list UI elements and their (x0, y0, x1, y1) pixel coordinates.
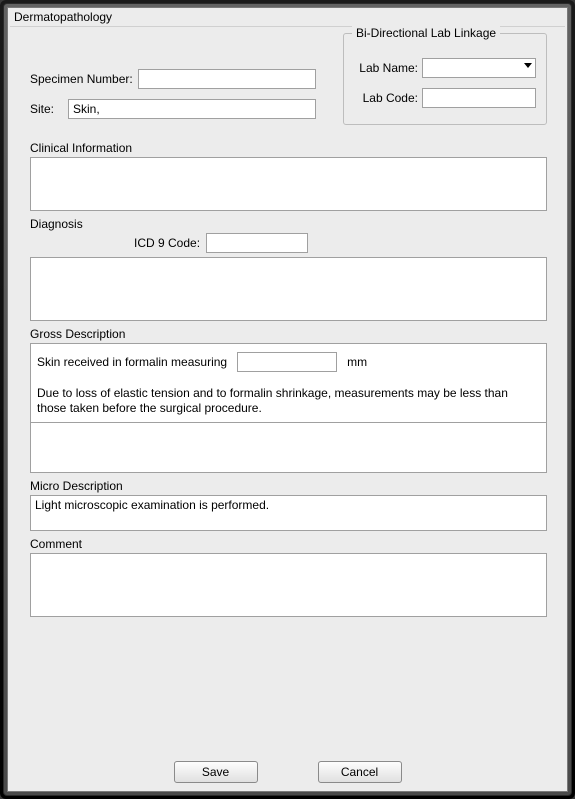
gross-measurement-row: Skin received in formalin measuring mm (37, 352, 540, 372)
content-panel: Dermatopathology Bi-Directional Lab Link… (7, 7, 568, 792)
save-button[interactable]: Save (174, 761, 258, 783)
lab-code-label: Lab Code: (350, 91, 418, 105)
lab-name-dropdown[interactable] (422, 58, 536, 78)
gross-measurement-input[interactable] (237, 352, 337, 372)
comment-section: Comment (30, 537, 547, 617)
gross-description-box: Skin received in formalin measuring mm D… (30, 343, 547, 473)
cancel-button[interactable]: Cancel (318, 761, 402, 783)
clinical-info-section: Clinical Information (30, 141, 547, 211)
micro-description-label: Micro Description (30, 479, 547, 493)
gross-description-textarea[interactable] (31, 422, 546, 472)
gross-description-section: Gross Description Skin received in forma… (30, 327, 547, 473)
top-area: Bi-Directional Lab Linkage Lab Name: Lab… (10, 27, 565, 137)
site-row: Site: (30, 99, 316, 119)
micro-description-section: Micro Description (30, 479, 547, 531)
window-chrome: Dermatopathology Bi-Directional Lab Link… (3, 3, 572, 796)
specimen-number-label: Specimen Number: (30, 72, 138, 86)
gross-note-text: Due to loss of elastic tension and to fo… (37, 386, 540, 416)
specimen-row: Specimen Number: (30, 69, 316, 89)
button-row: Save Cancel (10, 761, 565, 783)
comment-textarea[interactable] (30, 553, 547, 617)
icd-code-label: ICD 9 Code: (134, 236, 200, 250)
diagnosis-label: Diagnosis (30, 217, 547, 231)
clinical-info-textarea[interactable] (30, 157, 547, 211)
lab-code-row: Lab Code: (350, 88, 538, 108)
lab-name-row: Lab Name: (350, 58, 538, 78)
clinical-info-label: Clinical Information (30, 141, 547, 155)
site-label: Site: (30, 102, 68, 116)
comment-label: Comment (30, 537, 547, 551)
form-body: Bi-Directional Lab Linkage Lab Name: Lab… (10, 26, 565, 789)
icd-code-input[interactable] (206, 233, 308, 253)
bi-directional-legend: Bi-Directional Lab Linkage (352, 26, 500, 40)
diagnosis-textarea[interactable] (30, 257, 547, 321)
icd-row: ICD 9 Code: (30, 233, 547, 253)
gross-line1-suffix: mm (347, 355, 367, 369)
window-title: Dermatopathology (14, 10, 112, 24)
lab-name-label: Lab Name: (350, 61, 418, 75)
bi-directional-group: Bi-Directional Lab Linkage Lab Name: Lab… (343, 33, 547, 125)
gross-description-label: Gross Description (30, 327, 547, 341)
window-outer-frame: Dermatopathology Bi-Directional Lab Link… (0, 0, 575, 799)
site-input[interactable] (68, 99, 316, 119)
micro-description-textarea[interactable] (30, 495, 547, 531)
gross-line1-prefix: Skin received in formalin measuring (37, 355, 227, 369)
specimen-number-input[interactable] (138, 69, 316, 89)
lab-code-input[interactable] (422, 88, 536, 108)
chevron-down-icon (524, 63, 532, 68)
diagnosis-section: Diagnosis ICD 9 Code: (30, 217, 547, 321)
